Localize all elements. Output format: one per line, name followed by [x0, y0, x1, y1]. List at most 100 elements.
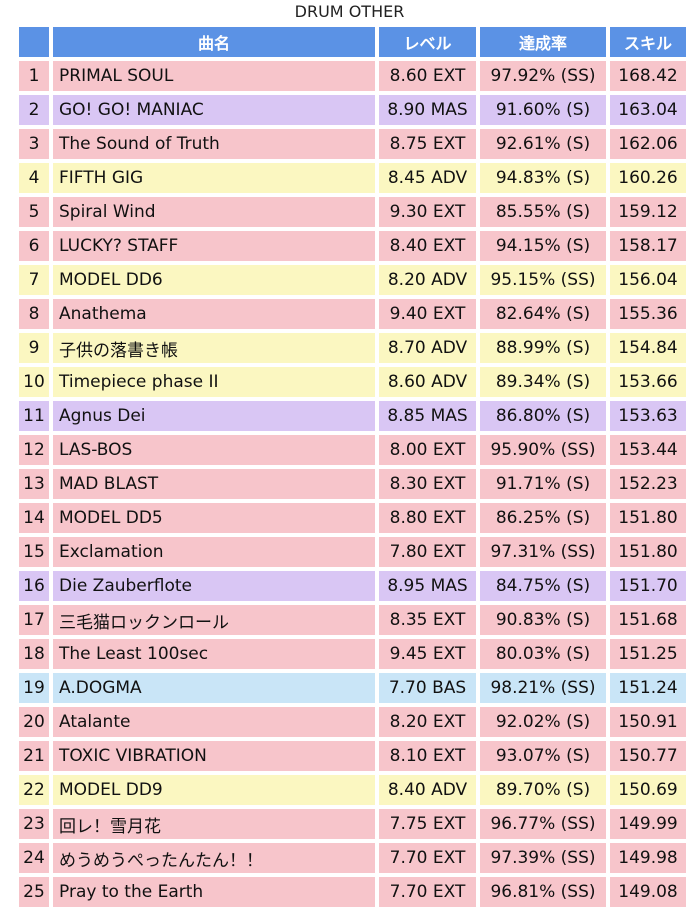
table-row: 21 TOXIC VIBRATION 8.10 EXT 93.07% (S) 150.7…	[19, 741, 686, 771]
achievement-rate-cell: 90.83% (S)	[480, 605, 606, 635]
table-row: 4 FIFTH GIG 8.45 ADV 94.83% (S) 160.26	[19, 163, 686, 193]
rank-cell: 2	[19, 95, 49, 125]
song-name-cell: 子供の落書き帳	[53, 333, 375, 363]
table-row: 19 A.DOGMA 7.70 BAS 98.21% (SS) 151.24	[19, 673, 686, 703]
skill-cell: 159.12	[610, 197, 686, 227]
level-cell: 8.70 ADV	[379, 333, 476, 363]
rank-cell: 16	[19, 571, 49, 601]
level-cell: 7.80 EXT	[379, 537, 476, 567]
rank-cell: 18	[19, 639, 49, 669]
song-name-cell: The Sound of Truth	[53, 129, 375, 159]
achievement-rate-cell: 85.55% (S)	[480, 197, 606, 227]
rank-cell: 13	[19, 469, 49, 499]
achievement-rate-cell: 95.15% (SS)	[480, 265, 606, 295]
rank-cell: 20	[19, 707, 49, 737]
level-cell: 9.45 EXT	[379, 639, 476, 669]
skill-cell: 151.80	[610, 503, 686, 533]
rank-cell: 12	[19, 435, 49, 465]
song-name-cell: MODEL DD9	[53, 775, 375, 805]
skill-cell: 150.91	[610, 707, 686, 737]
achievement-rate-cell: 92.61% (S)	[480, 129, 606, 159]
song-name-cell: 回レ！雪月花	[53, 809, 375, 839]
song-name-cell: LAS-BOS	[53, 435, 375, 465]
level-cell: 8.20 EXT	[379, 707, 476, 737]
achievement-rate-cell: 97.39% (SS)	[480, 843, 606, 873]
song-name-cell: Agnus Dei	[53, 401, 375, 431]
achievement-rate-cell: 96.77% (SS)	[480, 809, 606, 839]
table-row: 17 三毛猫ロックンロール 8.35 EXT 90.83% (S) 151.68	[19, 605, 686, 635]
level-cell: 7.70 EXT	[379, 843, 476, 873]
header-skill: スキル	[610, 27, 686, 57]
table-row: 14 MODEL DD5 8.80 EXT 86.25% (S) 151.80	[19, 503, 686, 533]
rank-cell: 11	[19, 401, 49, 431]
table-row: 25 Pray to the Earth 7.70 EXT 96.81% (SS) 14…	[19, 877, 686, 907]
skill-cell: 150.69	[610, 775, 686, 805]
achievement-rate-cell: 82.64% (S)	[480, 299, 606, 329]
rank-cell: 7	[19, 265, 49, 295]
rank-cell: 17	[19, 605, 49, 635]
song-name-cell: Exclamation	[53, 537, 375, 567]
song-name-cell: PRIMAL SOUL	[53, 61, 375, 91]
skill-cell: 151.68	[610, 605, 686, 635]
header-song-name: 曲名	[53, 27, 375, 57]
table-row: 1 PRIMAL SOUL 8.60 EXT 97.92% (SS) 168.42	[19, 61, 686, 91]
level-cell: 8.90 MAS	[379, 95, 476, 125]
skill-cell: 149.08	[610, 877, 686, 907]
table-header-row: 曲名 レベル 達成率 スキル	[19, 27, 686, 57]
level-cell: 8.60 ADV	[379, 367, 476, 397]
rank-cell: 21	[19, 741, 49, 771]
table-row: 20 Atalante 8.20 EXT 92.02% (S) 150.91	[19, 707, 686, 737]
achievement-rate-cell: 91.71% (S)	[480, 469, 606, 499]
song-name-cell: LUCKY? STAFF	[53, 231, 375, 261]
skill-cell: 155.36	[610, 299, 686, 329]
song-name-cell: Anathema	[53, 299, 375, 329]
table-row: 18 The Least 100sec 9.45 EXT 80.03% (S) 151.…	[19, 639, 686, 669]
table-row: 23 回レ！雪月花 7.75 EXT 96.77% (SS) 149.99	[19, 809, 686, 839]
level-cell: 8.00 EXT	[379, 435, 476, 465]
achievement-rate-cell: 84.75% (S)	[480, 571, 606, 601]
skill-cell: 154.84	[610, 333, 686, 363]
level-cell: 8.10 EXT	[379, 741, 476, 771]
rank-cell: 3	[19, 129, 49, 159]
rank-cell: 6	[19, 231, 49, 261]
achievement-rate-cell: 88.99% (S)	[480, 333, 606, 363]
header-num	[19, 27, 49, 57]
song-name-cell: MODEL DD6	[53, 265, 375, 295]
skill-cell: 153.63	[610, 401, 686, 431]
level-cell: 8.75 EXT	[379, 129, 476, 159]
song-name-cell: Timepiece phase II	[53, 367, 375, 397]
rank-cell: 15	[19, 537, 49, 567]
skill-cell: 151.25	[610, 639, 686, 669]
achievement-rate-cell: 92.02% (S)	[480, 707, 606, 737]
table-row: 9 子供の落書き帳 8.70 ADV 88.99% (S) 154.84	[19, 333, 686, 363]
skill-cell: 156.04	[610, 265, 686, 295]
achievement-rate-cell: 97.31% (SS)	[480, 537, 606, 567]
table-row: 16 Die Zauberflote 8.95 MAS 84.75% (S) 151.7…	[19, 571, 686, 601]
song-name-cell: めうめうぺったんたん！！	[53, 843, 375, 873]
achievement-rate-cell: 95.90% (SS)	[480, 435, 606, 465]
rank-cell: 5	[19, 197, 49, 227]
achievement-rate-cell: 93.07% (S)	[480, 741, 606, 771]
achievement-rate-cell: 80.03% (S)	[480, 639, 606, 669]
skill-cell: 149.98	[610, 843, 686, 873]
achievement-rate-cell: 86.25% (S)	[480, 503, 606, 533]
table-row: 6 LUCKY? STAFF 8.40 EXT 94.15% (S) 158.17	[19, 231, 686, 261]
page-title: DRUM OTHER	[294, 2, 405, 21]
song-name-cell: 三毛猫ロックンロール	[53, 605, 375, 635]
achievement-rate-cell: 86.80% (S)	[480, 401, 606, 431]
skill-cell: 153.44	[610, 435, 686, 465]
rank-cell: 22	[19, 775, 49, 805]
rank-cell: 19	[19, 673, 49, 703]
rank-cell: 24	[19, 843, 49, 873]
table-row: 7 MODEL DD6 8.20 ADV 95.15% (SS) 156.04	[19, 265, 686, 295]
skill-cell: 152.23	[610, 469, 686, 499]
rank-cell: 8	[19, 299, 49, 329]
achievement-rate-cell: 89.70% (S)	[480, 775, 606, 805]
rank-cell: 10	[19, 367, 49, 397]
table-row: 12 LAS-BOS 8.00 EXT 95.90% (SS) 153.44	[19, 435, 686, 465]
table-row: 13 MAD BLAST 8.30 EXT 91.71% (S) 152.23	[19, 469, 686, 499]
rank-cell: 23	[19, 809, 49, 839]
level-cell: 8.35 EXT	[379, 605, 476, 635]
rank-cell: 14	[19, 503, 49, 533]
skill-cell: 160.26	[610, 163, 686, 193]
